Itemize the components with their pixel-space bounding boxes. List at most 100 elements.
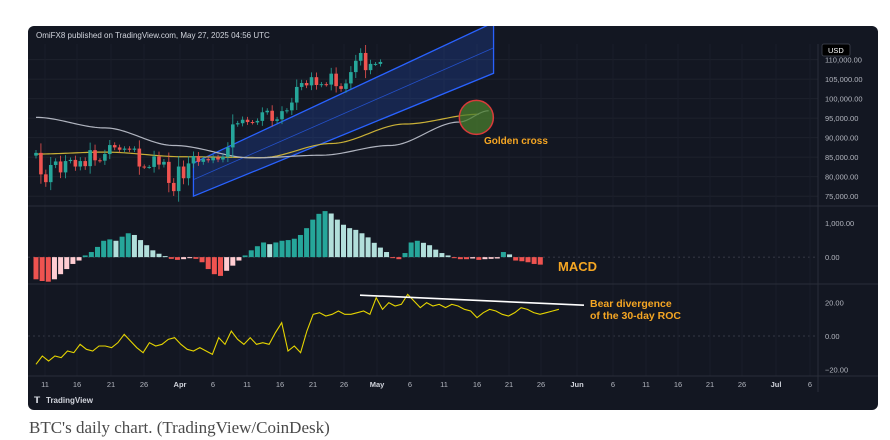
macd-bar bbox=[402, 253, 408, 258]
macd-bar bbox=[427, 245, 433, 258]
x-tick-label: Apr bbox=[174, 380, 187, 389]
macd-bar bbox=[58, 257, 64, 275]
macd-bar bbox=[76, 257, 82, 261]
panel-dividers bbox=[28, 44, 878, 392]
btc-chart: OmiFX8 published on TradingView.com, May… bbox=[28, 26, 878, 405]
candle-body bbox=[53, 161, 58, 165]
candle-body bbox=[68, 159, 73, 162]
x-tick-label: 11 bbox=[642, 380, 650, 389]
candle-body bbox=[329, 73, 333, 85]
macd-bar bbox=[316, 213, 322, 258]
candle-body bbox=[216, 157, 220, 160]
candle-body bbox=[260, 112, 265, 121]
candle-body bbox=[221, 156, 225, 160]
candle-body bbox=[314, 77, 319, 85]
macd-bar bbox=[248, 250, 254, 258]
x-tick-label: May bbox=[370, 380, 385, 389]
roc-tick-label: −20.00 bbox=[825, 365, 848, 374]
candle-body bbox=[78, 161, 83, 167]
macd-bar bbox=[242, 255, 248, 258]
golden-cross-circle bbox=[458, 99, 495, 136]
candle-body bbox=[368, 63, 373, 71]
macd-bar bbox=[150, 250, 156, 258]
candle-body bbox=[378, 61, 383, 64]
bear-divergence-label-line2: of the 30-day ROC bbox=[590, 310, 681, 322]
candle-body bbox=[83, 161, 87, 167]
roc-tick-label: 0.00 bbox=[825, 332, 840, 341]
candle-body bbox=[299, 83, 304, 87]
y-tick-label: 110,000.00 bbox=[825, 56, 862, 65]
candle-body bbox=[363, 52, 368, 71]
candle-body bbox=[167, 161, 171, 183]
candle-body bbox=[142, 166, 147, 168]
macd-bar bbox=[371, 242, 377, 258]
macd-bar bbox=[273, 242, 279, 258]
tv-logo-text: TradingView bbox=[46, 396, 94, 405]
candle-body bbox=[48, 164, 53, 183]
candle-body bbox=[290, 102, 294, 111]
candle-body bbox=[127, 148, 132, 150]
x-tick-label: 16 bbox=[674, 380, 682, 389]
macd-bar bbox=[168, 257, 174, 259]
candle-body bbox=[324, 84, 329, 86]
macd-bar bbox=[396, 257, 402, 260]
y-tick-label: 75,000.00 bbox=[825, 192, 858, 201]
candle-body bbox=[117, 147, 122, 150]
macd-bar bbox=[500, 252, 506, 258]
macd-bar bbox=[420, 242, 426, 258]
macd-bar bbox=[70, 257, 76, 264]
macd-bar bbox=[88, 252, 94, 258]
macd-bar bbox=[224, 257, 230, 271]
macd-bar bbox=[101, 240, 107, 258]
candle-body bbox=[191, 156, 196, 164]
candle-body bbox=[265, 110, 270, 113]
tradingview-logo: 𝗧 TradingView bbox=[34, 395, 94, 405]
x-tick-label: 11 bbox=[41, 380, 49, 389]
macd-bar bbox=[267, 244, 273, 258]
candle-body bbox=[206, 159, 210, 161]
macd-bar bbox=[525, 257, 531, 263]
macd-bar bbox=[138, 240, 144, 258]
macd-bar bbox=[476, 257, 482, 260]
candle-body bbox=[171, 182, 176, 192]
candle-body bbox=[255, 120, 260, 123]
axes: USD 110,000.00 105,000.00 100,000.00 95,000… bbox=[41, 43, 863, 389]
macd-bar bbox=[328, 213, 334, 258]
candle-body bbox=[294, 86, 299, 103]
candle-body bbox=[63, 161, 68, 173]
candle-body bbox=[275, 119, 279, 121]
macd-bar bbox=[347, 228, 353, 258]
candle-body bbox=[147, 166, 151, 168]
macd-bar bbox=[144, 245, 150, 258]
candle-body bbox=[304, 83, 309, 86]
macd-bar bbox=[156, 253, 162, 258]
macd-bar bbox=[445, 255, 451, 258]
macd-bar bbox=[45, 257, 51, 282]
candle-body bbox=[157, 156, 161, 165]
x-tick-label: 21 bbox=[107, 380, 115, 389]
x-tick-label: 6 bbox=[408, 380, 412, 389]
candle-body bbox=[103, 154, 107, 161]
macd-bar bbox=[51, 257, 57, 280]
candle-body bbox=[344, 83, 348, 89]
y-tick-label: 105,000.00 bbox=[825, 75, 863, 84]
x-tick-label: 11 bbox=[440, 380, 448, 389]
x-tick-label: 26 bbox=[340, 380, 348, 389]
candle-body bbox=[285, 110, 289, 112]
x-tick-label: Jun bbox=[570, 380, 584, 389]
candle-body bbox=[108, 145, 112, 155]
macd-bar bbox=[174, 257, 180, 260]
macd-bar bbox=[261, 242, 267, 258]
macd-bar bbox=[64, 257, 70, 270]
candle-body bbox=[39, 152, 43, 175]
macd-bar bbox=[310, 219, 316, 258]
x-tick-label: 6 bbox=[808, 380, 812, 389]
macd-bar bbox=[193, 257, 199, 259]
candle-body bbox=[270, 110, 274, 121]
bear-divergence-label-line1: Bear divergence bbox=[590, 298, 672, 310]
macd-bar bbox=[341, 224, 346, 258]
candle-body bbox=[58, 161, 63, 173]
macd-bar bbox=[334, 219, 340, 258]
candle-body bbox=[354, 60, 358, 73]
chart-frame: OmiFX8 published on TradingView.com, May… bbox=[28, 26, 878, 410]
